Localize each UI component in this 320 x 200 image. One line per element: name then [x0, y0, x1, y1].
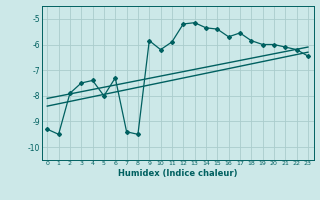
- X-axis label: Humidex (Indice chaleur): Humidex (Indice chaleur): [118, 169, 237, 178]
